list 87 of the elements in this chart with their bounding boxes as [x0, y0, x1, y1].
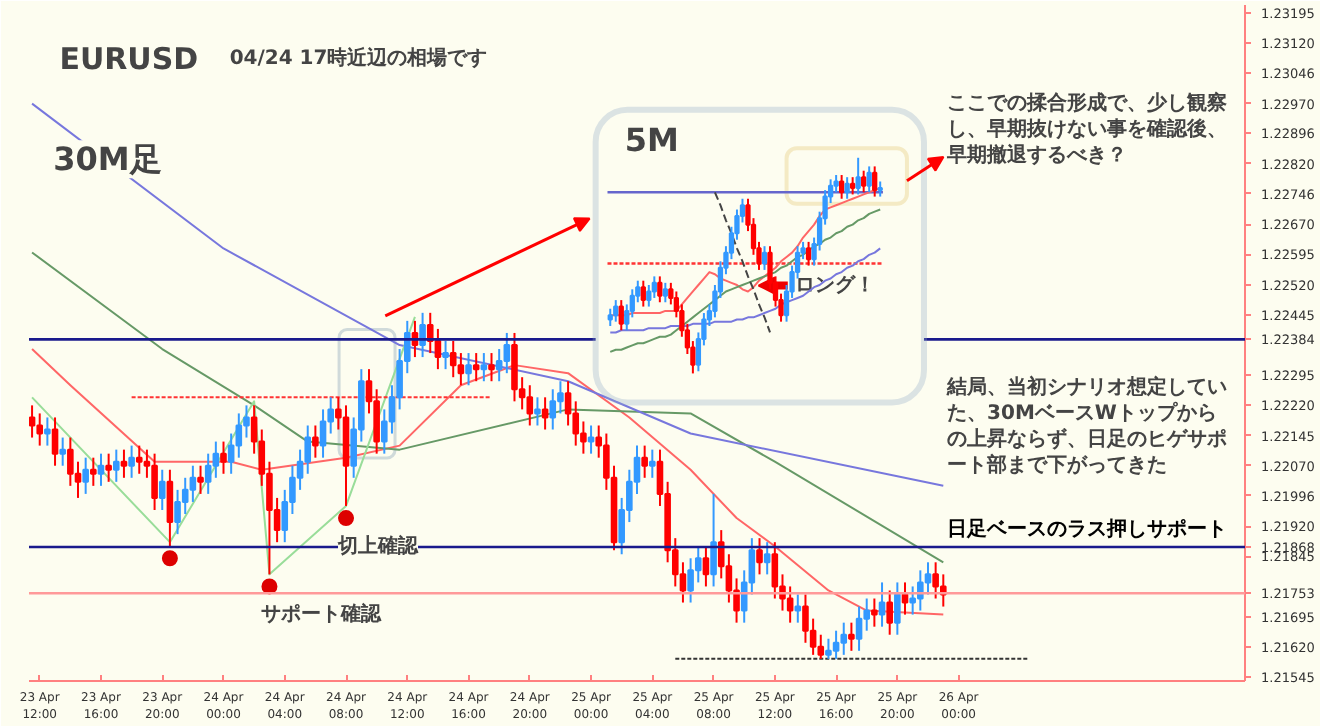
candlestick — [844, 176, 850, 200]
candlestick — [871, 597, 878, 628]
candlestick — [761, 245, 768, 271]
candlestick — [90, 456, 97, 487]
candlestick — [872, 165, 878, 198]
candlestick — [825, 637, 832, 660]
candlestick — [151, 452, 158, 511]
candlestick — [442, 339, 449, 371]
candlestick — [541, 396, 549, 431]
candlestick — [587, 424, 595, 455]
candlestick — [886, 589, 893, 636]
annotation: ロング！ — [795, 272, 876, 297]
candlestick — [861, 169, 867, 194]
text: 04/24 17時近辺の相場です — [229, 46, 488, 71]
candlestick — [457, 352, 465, 387]
candlestick — [449, 339, 457, 379]
candlestick — [197, 464, 204, 495]
candlestick — [480, 352, 488, 383]
candlestick — [166, 468, 174, 548]
chart-title: 5M — [624, 121, 679, 160]
candlestick — [894, 581, 901, 636]
candlestick — [503, 331, 511, 375]
candlestick — [59, 436, 66, 467]
candlestick — [840, 621, 848, 656]
candlestick — [312, 424, 319, 459]
annotation: 結局、当初シナリオ想定していた、30MベースWトップからの上昇ならず、日足のヒゲサポート部まで下がってきた — [945, 374, 1228, 477]
candlestick — [113, 448, 120, 483]
candlestick — [794, 593, 802, 624]
ref-line-label: 日足ベースのラス押しサポート — [947, 517, 1228, 542]
candlestick — [855, 156, 861, 196]
candlestick — [465, 352, 472, 387]
annotation: ここでの揉合形成で、少し観察し、早期抜けない事を確認後、早期撤退するべき？ — [945, 90, 1228, 167]
annotation: サポート確認 — [261, 602, 384, 627]
candlestick — [932, 561, 939, 600]
candlestick — [848, 621, 855, 652]
candlestick — [805, 240, 812, 267]
candlestick — [227, 432, 235, 475]
candlestick — [511, 331, 518, 403]
candlestick — [640, 279, 646, 308]
candlestick — [135, 444, 143, 475]
candlestick — [51, 416, 59, 467]
candlestick — [878, 581, 886, 628]
annotation: 30M足 — [53, 140, 162, 179]
candlestick — [29, 404, 36, 439]
candlestick — [549, 388, 557, 431]
candlestick — [710, 492, 717, 588]
candlestick — [495, 348, 503, 383]
candlestick — [158, 468, 166, 511]
candlestick — [44, 416, 51, 447]
candlestick — [564, 380, 572, 427]
candlestick — [220, 440, 227, 475]
candlestick — [651, 275, 657, 299]
candlestick — [866, 165, 872, 194]
candlestick — [128, 444, 135, 479]
candlestick — [641, 444, 648, 479]
candlestick — [212, 440, 220, 479]
candlestick — [702, 545, 710, 588]
candlestick — [319, 408, 327, 459]
candlestick — [36, 412, 44, 447]
candlestick — [488, 352, 495, 383]
annotation: 切上確認 — [336, 534, 421, 559]
candlestick — [855, 605, 863, 652]
candlestick — [105, 452, 112, 483]
candlestick — [120, 448, 128, 479]
candlestick — [838, 174, 845, 200]
candlestick — [756, 537, 763, 576]
candlestick — [917, 569, 924, 612]
candlestick — [618, 299, 624, 332]
text: EURUSD — [59, 41, 199, 78]
candlestick — [646, 284, 652, 308]
candlestick — [924, 561, 932, 596]
candlestick — [526, 384, 534, 427]
candlestick — [613, 299, 619, 323]
candlestick — [204, 452, 212, 495]
candlestick — [657, 275, 663, 304]
candlestick — [82, 456, 89, 495]
candlestick — [786, 585, 794, 624]
candlestick — [97, 452, 105, 487]
candlestick — [649, 448, 656, 479]
candlestick — [235, 412, 243, 459]
candlestick — [419, 311, 426, 359]
candlestick — [662, 281, 668, 304]
candlestick — [189, 464, 197, 503]
candlestick — [763, 541, 771, 576]
candlestick — [534, 396, 541, 427]
candlestick — [832, 629, 840, 660]
candlestick — [472, 352, 480, 383]
